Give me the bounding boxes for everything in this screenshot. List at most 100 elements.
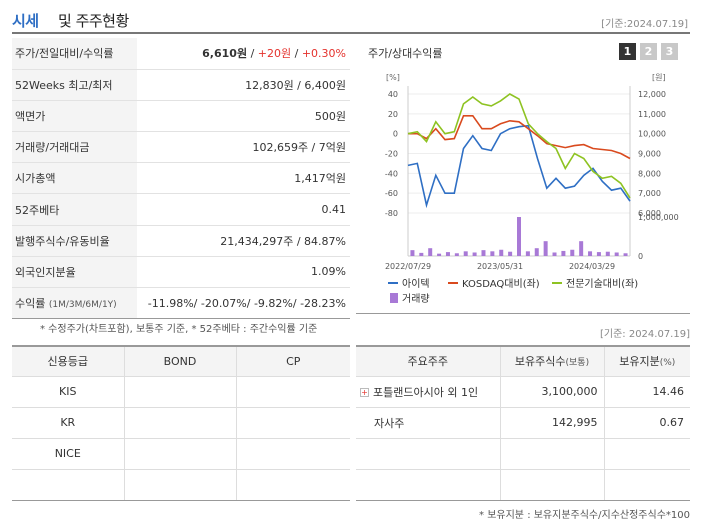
credit-row: NICE (12, 437, 350, 470)
holders-header-row: 주요주주 보유주식수(보통) 보유지분(%) (356, 345, 690, 377)
left-tick-label: -60 (385, 189, 398, 198)
credit-header: CP (235, 345, 350, 377)
left-tick-label: -40 (385, 169, 398, 178)
market-row: 발행주식수/유동비율 21,434,297주 / 84.87% (12, 225, 350, 257)
market-value: 21,434,297주 / 84.87% (137, 225, 350, 257)
period-button-3[interactable]: 3 (661, 43, 678, 60)
right-tick-label: 8,000 (638, 169, 661, 178)
x-tick-label: 2024/03/29 (569, 262, 615, 271)
market-label: 발행주식수/유동비율 (12, 225, 137, 257)
expand-icon[interactable]: + (360, 388, 369, 397)
volume-bar (579, 241, 584, 256)
volume-bar (525, 251, 530, 256)
volume-bar (499, 249, 504, 256)
credit-row: KR (12, 406, 350, 439)
holder-name (356, 468, 501, 501)
right-tick-label: 10,000 (638, 130, 666, 139)
credit-row (12, 468, 350, 501)
shares-header-text: 보유주식수 (514, 355, 566, 369)
bond-rating (123, 406, 237, 439)
right-tick-label: 11,000 (638, 110, 666, 119)
x-tick-label: 2023/05/31 (477, 262, 523, 271)
section-title-highlight: 시세 (12, 12, 39, 30)
holder-name-cell: + 포틀랜드아시아 외 1인 (356, 375, 501, 408)
left-tick-label: 0 (393, 130, 398, 139)
bond-rating (123, 375, 237, 408)
cp-rating (235, 437, 350, 470)
volume-bar (534, 248, 539, 256)
holder-pct (603, 437, 690, 470)
legend-swatch (390, 293, 398, 303)
volume-bar (508, 251, 513, 256)
returns-label: 수익률 (1M/3M/6M/1Y) (12, 287, 137, 320)
period-button-2[interactable]: 2 (640, 43, 657, 60)
market-label: 52Weeks 최고/최저 (12, 69, 137, 101)
holder-name[interactable]: 포틀랜드아시아 외 1인 (373, 385, 479, 399)
holder-shares (499, 468, 605, 501)
holder-row (356, 468, 690, 501)
market-value: 102,659주 / 7억원 (137, 131, 350, 164)
period-button-1[interactable]: 1 (619, 43, 636, 60)
holders-footnote: * 보유지분 : 보유지분주식수/지수산정주식수*100 (479, 510, 690, 521)
volume-bar (623, 253, 628, 256)
shares-header-sub: (보통) (565, 358, 590, 369)
credit-agency: KIS (12, 375, 125, 408)
volume-bar (472, 252, 477, 256)
bond-rating (123, 468, 237, 501)
market-row: 52Weeks 최고/최저 12,830원 / 6,400원 (12, 69, 350, 101)
series-line-2 (408, 115, 631, 160)
series-line-3 (407, 93, 631, 199)
separator: / (247, 47, 258, 61)
volume-bar (614, 252, 619, 256)
volume-tick-label: 0 (638, 252, 643, 261)
market-row: 액면가 500원 (12, 100, 350, 133)
returns-value: -11.98%/ -20.07%/ -9.82%/ -28.23% (137, 287, 350, 320)
holder-row: 자사주 142,995 0.67 (356, 406, 690, 439)
credit-agency: NICE (12, 437, 125, 470)
market-value: 0.41 (137, 193, 350, 226)
market-row: 주가/전일대비/수익률 6,610원 / +20원 / +0.30% (12, 38, 350, 70)
holder-pct: 0.67 (603, 406, 690, 439)
market-row: 외국인지분율 1.09% (12, 256, 350, 289)
credit-header-row: 신용등급 BOND CP (12, 345, 350, 377)
shareholders-table: 주요주주 보유주식수(보통) 보유지분(%) + 포틀랜드아시아 외 1인 3,1… (356, 345, 690, 501)
holder-pct: 14.46 (603, 375, 690, 408)
volume-bar (490, 251, 495, 256)
current-price: 6,610원 (202, 47, 248, 61)
series-line-1 (407, 124, 631, 209)
price-change: +20원 (257, 47, 292, 61)
holders-header-shares: 보유주식수(보통) (499, 345, 605, 377)
volume-bar (561, 250, 566, 256)
legend-label: 아이텍 (402, 278, 430, 290)
holder-shares: 3,100,000 (499, 375, 605, 408)
holder-pct (603, 468, 690, 501)
volume-bar (588, 251, 593, 256)
volume-bar (445, 252, 450, 256)
left-axis-unit: [%] (386, 73, 400, 82)
left-tick-label: 20 (388, 110, 398, 119)
credit-agency: KR (12, 406, 125, 439)
volume-bar (605, 251, 610, 256)
left-tick-label: -20 (385, 150, 398, 159)
price-return: +0.30% (301, 47, 346, 61)
market-label: 거래량/거래대금 (12, 131, 137, 164)
market-info-table: 주가/전일대비/수익률 6,610원 / +20원 / +0.30% 52Wee… (12, 38, 350, 320)
holder-row (356, 437, 690, 470)
holder-shares (499, 437, 605, 470)
market-label: 외국인지분율 (12, 256, 137, 289)
market-value: 1,417억원 (137, 162, 350, 195)
cp-rating (235, 406, 350, 439)
volume-bar (570, 249, 575, 256)
market-label: 주가/전일대비/수익률 (12, 38, 137, 70)
chart-title: 주가/상대수익률 (368, 47, 443, 60)
volume-bar (543, 241, 548, 256)
pct-header-sub: (%) (659, 358, 676, 369)
legend-label: KOSDAQ대비(좌) (462, 278, 540, 290)
volume-bar (481, 250, 486, 256)
market-row: 수익률 (1M/3M/6M/1Y) -11.98%/ -20.07%/ -9.8… (12, 287, 350, 320)
reference-date: [기준:2024.07.19] (601, 19, 688, 30)
legend-label: 거래량 (402, 293, 430, 305)
market-value: 500원 (137, 100, 350, 133)
volume-bar (419, 252, 424, 256)
volume-bar (517, 217, 521, 256)
